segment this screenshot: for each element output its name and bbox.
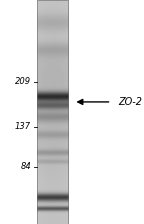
Bar: [37, 0, 68, 224]
Text: 209: 209: [15, 77, 31, 86]
Text: 84: 84: [20, 162, 31, 171]
Text: 137: 137: [15, 122, 31, 131]
Text: ZO-2: ZO-2: [118, 97, 142, 107]
